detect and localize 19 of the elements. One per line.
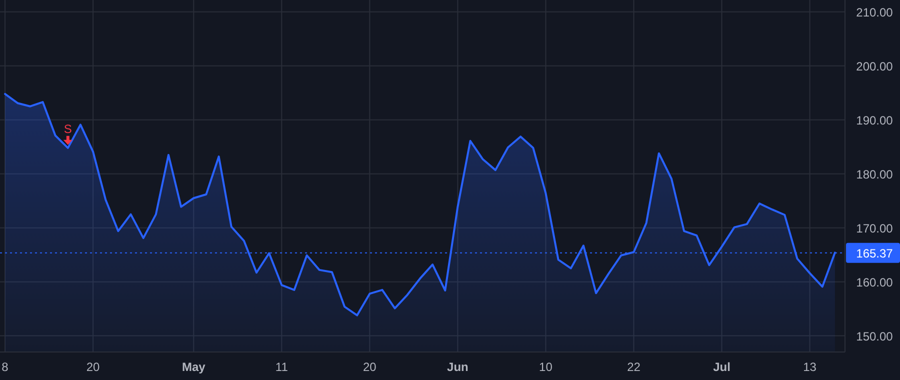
x-tick-label: 20 — [86, 360, 100, 374]
y-tick-label: 200.00 — [856, 59, 894, 74]
y-tick-label: 150.00 — [856, 329, 894, 344]
x-tick-label: 13 — [803, 360, 817, 374]
x-tick-label: 8 — [2, 360, 9, 374]
x-tick-label: 22 — [627, 360, 641, 374]
y-tick-label: 160.00 — [856, 275, 894, 290]
x-tick-label: May — [182, 360, 206, 374]
x-tick-label: 11 — [275, 360, 288, 374]
ref-line-label: 165.37 — [856, 246, 894, 260]
y-tick-label: 190.00 — [856, 113, 894, 128]
x-tick-label: Jul — [713, 360, 730, 374]
annotation: S — [64, 122, 72, 136]
y-tick-label: 180.00 — [856, 167, 894, 182]
y-tick-label: 210.00 — [856, 5, 894, 20]
x-tick-label: 20 — [363, 360, 377, 374]
x-tick-label: 10 — [539, 360, 553, 374]
x-tick-label: Jun — [447, 360, 468, 374]
y-tick-label: 170.00 — [856, 221, 894, 236]
